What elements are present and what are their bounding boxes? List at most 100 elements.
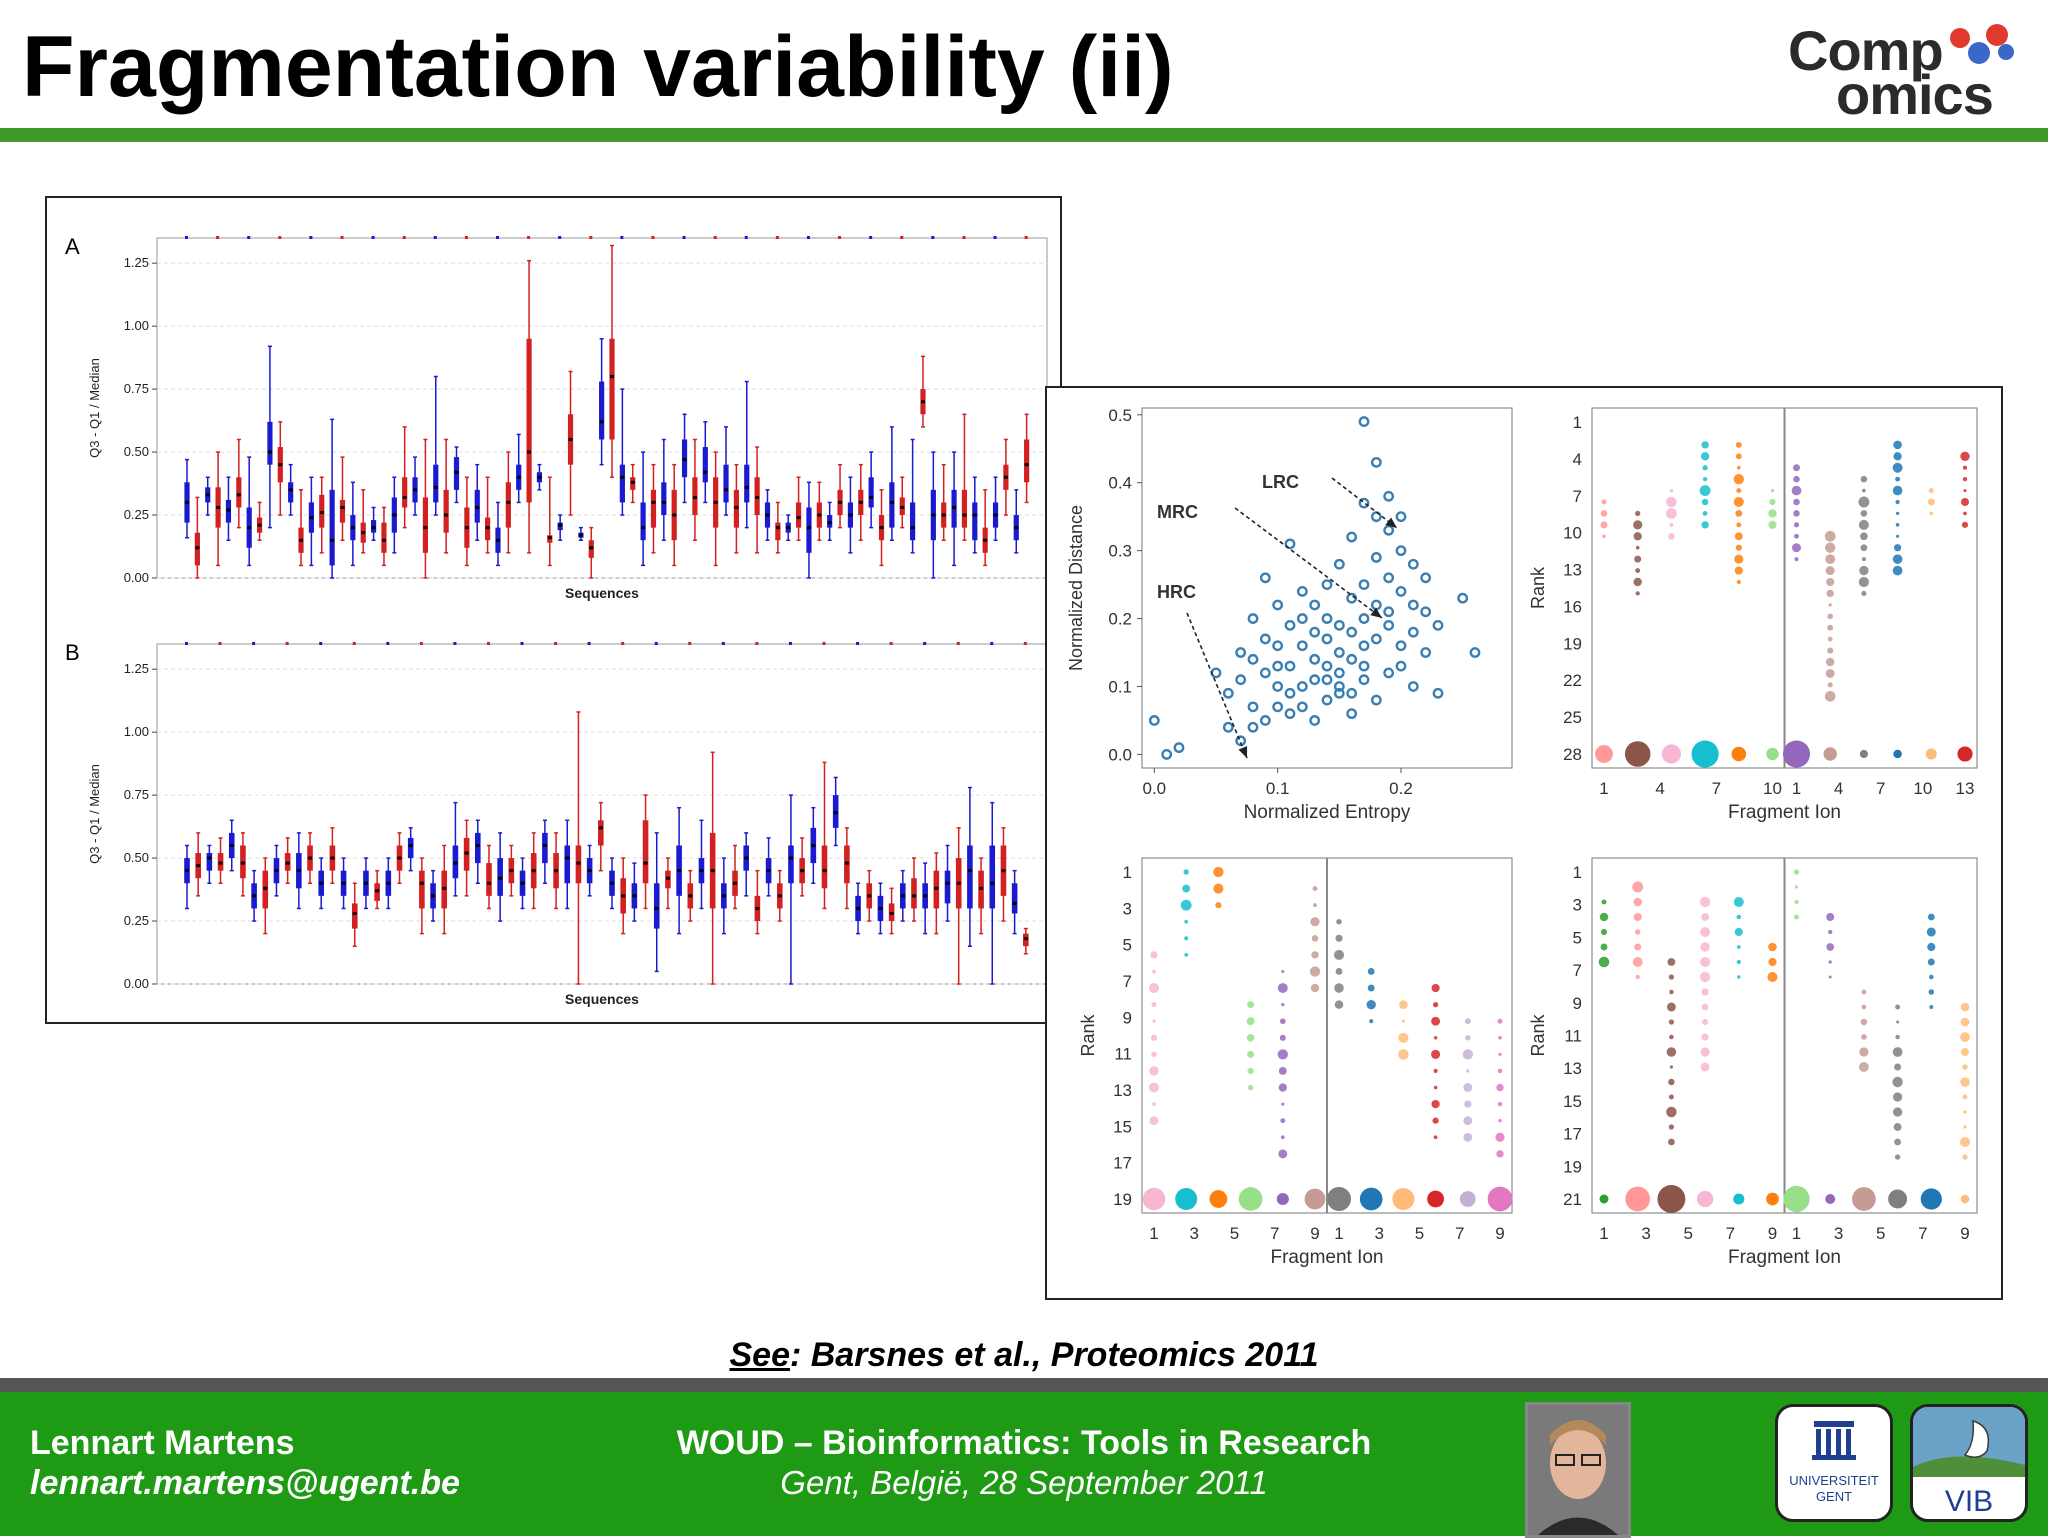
box-median <box>641 526 646 530</box>
box-median <box>800 869 805 873</box>
box-median <box>765 513 770 517</box>
bubble <box>1634 555 1642 563</box>
scatter-point <box>1383 667 1395 679</box>
bubble <box>1278 1149 1288 1159</box>
bubble <box>1894 1063 1902 1071</box>
box-median <box>520 881 525 885</box>
event-place-date: Gent, België, 28 September 2011 <box>780 1464 1268 1501</box>
plot-area <box>156 643 1048 985</box>
bubble-x-label: Fragment Ion <box>1728 802 1841 823</box>
scatter-point <box>1469 647 1481 658</box>
bubble <box>1246 1017 1255 1026</box>
scatter-point <box>1321 660 1333 672</box>
bubble <box>1700 926 1711 938</box>
box-median <box>350 526 355 530</box>
bubble <box>1149 1082 1159 1093</box>
box-median <box>867 894 872 898</box>
outlier-marker <box>185 236 188 239</box>
box-median <box>869 495 874 499</box>
y-tick-label: 0.75 <box>124 381 149 396</box>
bubble <box>1464 1018 1471 1025</box>
outlier-marker <box>856 642 860 645</box>
box-median <box>195 546 200 550</box>
box-median <box>444 513 449 517</box>
bubble <box>1962 465 1968 470</box>
bubble <box>1632 881 1644 893</box>
bubble <box>1696 1190 1714 1208</box>
box-iqr <box>806 507 812 553</box>
box-median <box>856 906 861 910</box>
bubble <box>1961 521 1969 528</box>
bubble <box>1783 1185 1810 1213</box>
bubble <box>1962 1154 1968 1160</box>
bubble <box>1826 589 1834 598</box>
box-median <box>278 463 283 467</box>
box-median <box>408 843 413 847</box>
citation-see: See <box>729 1336 790 1374</box>
box-median <box>806 526 811 530</box>
bubble-x-tick-label: 1 <box>1334 1224 1343 1243</box>
bubble <box>1767 971 1778 983</box>
bubble <box>1858 576 1869 588</box>
bubble <box>1175 1188 1198 1210</box>
logo-dot-red <box>1950 28 1970 48</box>
bubble <box>1957 746 1973 762</box>
scatter-point <box>1296 681 1308 692</box>
box-median <box>703 470 708 474</box>
outlier-marker <box>688 642 692 645</box>
bubble <box>1927 958 1935 966</box>
outlier-marker <box>620 236 624 239</box>
bubble <box>1892 1047 1903 1057</box>
bubble <box>1962 1094 1968 1100</box>
bubble <box>1279 1034 1286 1041</box>
scatter-point <box>1272 640 1284 652</box>
bubble <box>1495 1132 1505 1142</box>
bubble-x-tick-label: 7 <box>1918 1224 1927 1243</box>
box-median <box>576 861 581 865</box>
y-tick-label: 0.00 <box>124 976 149 991</box>
scatter-point <box>1346 626 1358 638</box>
author-email: lennart.martens@ugent.be <box>30 1464 460 1502</box>
bubble-y-label: Rank <box>1528 1013 1548 1056</box>
bubble-y-tick-label: 21 <box>1563 1190 1582 1209</box>
scatter-point <box>1358 613 1370 624</box>
bubble <box>1770 488 1775 493</box>
bubble <box>1699 971 1711 983</box>
box-median <box>558 523 563 527</box>
scatter-point <box>1259 572 1271 584</box>
outlier-marker <box>464 236 468 239</box>
scatter-point <box>1358 497 1370 509</box>
box-median <box>319 511 324 515</box>
bubble <box>1766 1192 1779 1206</box>
bubble <box>1896 1020 1900 1024</box>
bubble <box>1277 983 1288 994</box>
bubble <box>1963 1110 1967 1114</box>
scatter-point <box>1358 416 1370 427</box>
box-median <box>677 869 682 873</box>
scatter-point <box>1309 674 1321 686</box>
y-tick-label: 0.25 <box>124 507 149 522</box>
bubble <box>1701 498 1709 506</box>
bubble-y-tick-label: 11 <box>1114 1045 1132 1064</box>
bubble <box>1794 899 1799 905</box>
y-tick-label: 1.00 <box>124 724 149 739</box>
bubble <box>1794 533 1799 539</box>
scatter-point <box>1358 674 1370 686</box>
bubble <box>1962 476 1968 482</box>
bubble <box>1304 1188 1326 1210</box>
scatter-point <box>1370 694 1382 706</box>
bubble <box>1825 566 1835 576</box>
annotation-arrowhead <box>1385 517 1397 528</box>
bubble <box>1927 942 1936 952</box>
bubble <box>1635 929 1641 935</box>
outlier-marker <box>453 642 457 645</box>
box-median <box>240 861 245 865</box>
box-median <box>1012 901 1017 905</box>
bubble <box>1498 1035 1502 1040</box>
scatter-point <box>1333 558 1345 570</box>
bubble <box>1359 1187 1383 1211</box>
bubble <box>1151 1002 1157 1008</box>
box-iqr <box>723 464 729 503</box>
box-median <box>979 886 984 890</box>
outlier-marker <box>386 642 390 645</box>
